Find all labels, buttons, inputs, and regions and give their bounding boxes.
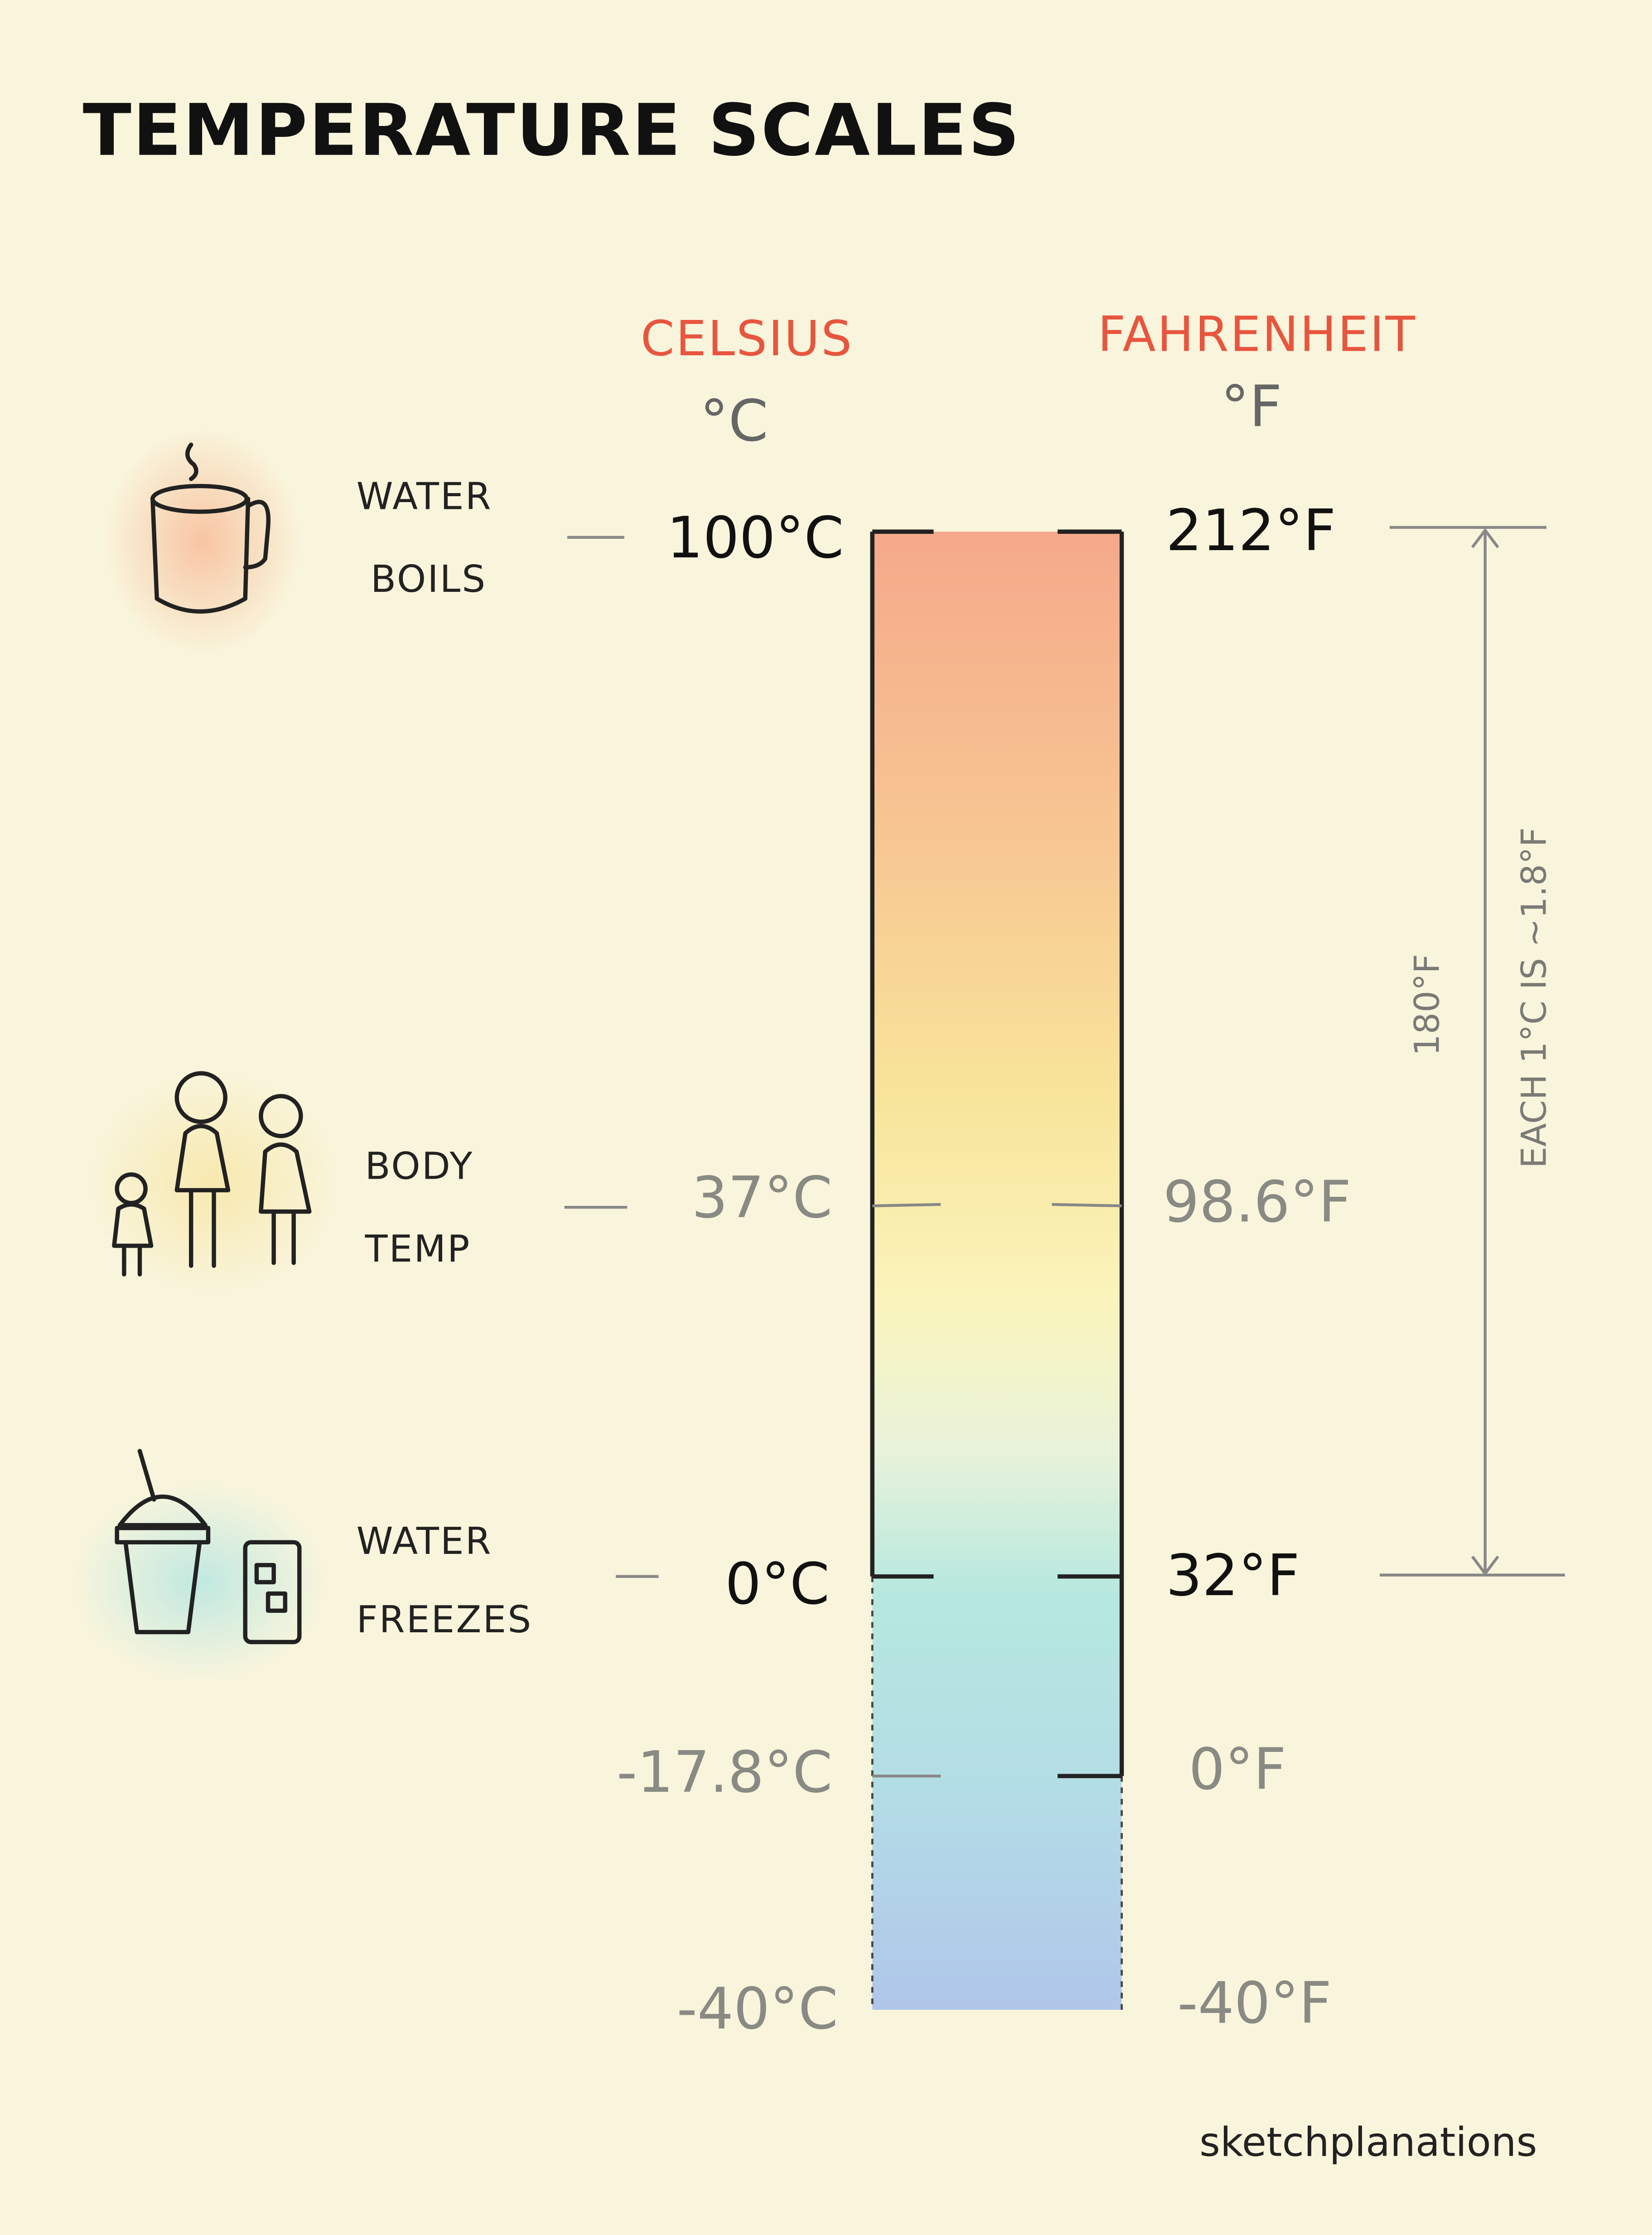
span-label: 180°F — [1407, 954, 1447, 1056]
people-icon — [85, 1069, 343, 1297]
fahrenheit-value: 98.6°F — [1163, 1169, 1351, 1235]
ticks — [872, 529, 1122, 1778]
celsius-value: 37°C — [691, 1164, 832, 1231]
scale-name: FAHRENHEIT — [1098, 307, 1416, 363]
ratio-label: EACH 1°C IS ~1.8°F — [1514, 827, 1554, 1168]
tick — [1052, 1203, 1122, 1208]
celsius-value: -17.8°C — [617, 1739, 832, 1805]
fahrenheit-value: 0°F — [1189, 1736, 1286, 1803]
marker-label: TEMP — [364, 1228, 471, 1271]
span-arrow — [1471, 527, 1499, 1576]
celsius-value: 0°C — [725, 1551, 830, 1617]
iced-drinks-icon — [71, 1449, 328, 1682]
fahrenheit-value: 32°F — [1166, 1542, 1299, 1609]
tick — [872, 1203, 941, 1208]
fahrenheit-value: 212°F — [1166, 497, 1336, 564]
celsius-value: 100°C — [667, 504, 844, 571]
scale-unit: °F — [1221, 373, 1282, 440]
marker-label: FREEZES — [357, 1598, 533, 1641]
credit: sketchplanations — [1199, 2119, 1537, 2166]
title: TEMPERATURE SCALES — [83, 89, 1021, 172]
marker-label: BODY — [365, 1145, 473, 1188]
marker-label: WATER — [357, 475, 493, 518]
scale-name: CELSIUS — [641, 311, 853, 367]
fahrenheit-value: -40°F — [1177, 1969, 1332, 2036]
marker-label: BOILS — [371, 558, 487, 601]
thermometer — [872, 532, 1122, 2010]
mug-icon — [102, 427, 303, 656]
celsius-value: -40°C — [677, 1975, 838, 2042]
marker-label: WATER — [357, 1520, 493, 1563]
scale-unit: °C — [700, 387, 768, 454]
